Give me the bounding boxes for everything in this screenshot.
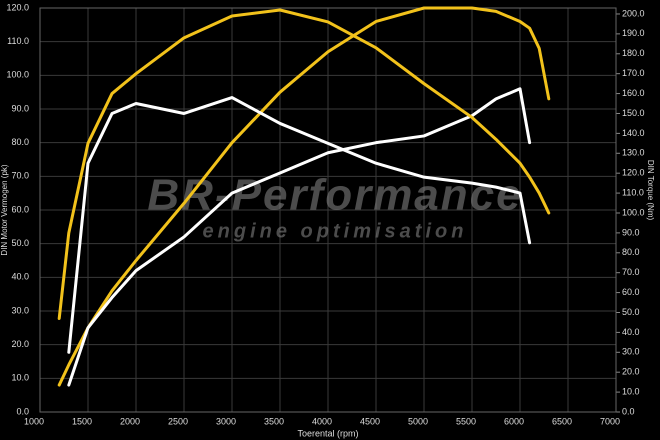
y2-tick-label: 30.0: [622, 347, 640, 357]
y2-tick-label: 70.0: [622, 267, 640, 277]
x-tick-label: 3500: [264, 416, 284, 426]
y2-tick-label: 140.0: [622, 128, 645, 138]
y-tick-label: 60.0: [11, 204, 29, 214]
y-tick-label: 80.0: [11, 137, 29, 147]
y2-tick-label: 110.0: [622, 187, 644, 197]
y-tick-label: 20.0: [11, 339, 29, 349]
y-tick-label: 0.0: [16, 406, 29, 416]
y-tick-label: 120.0: [6, 2, 29, 12]
y2-tick-label: 160.0: [622, 88, 645, 98]
y2-tick-label: 180.0: [622, 48, 645, 58]
y-tick-label: 100.0: [6, 70, 29, 80]
y2-tick-label: 100.0: [622, 207, 645, 217]
watermark-title: BR-Performance: [147, 171, 522, 220]
y2-axis-label: DIN Torque (Nm): [646, 160, 655, 221]
y2-tick-label: 150.0: [622, 108, 645, 118]
series-line: [57, 8, 551, 320]
x-tick-label: 6000: [504, 416, 524, 426]
y-tick-label: 40.0: [11, 272, 29, 282]
y2-tick-label: 90.0: [622, 227, 640, 237]
x-tick-label: 2000: [120, 416, 140, 426]
y2-tick-label: 170.0: [622, 68, 645, 78]
x-tick-label: 4000: [312, 416, 332, 426]
y2-tick-label: 200.0: [622, 8, 645, 18]
y-axis-label: DIN Motor Vermogen (pk): [0, 164, 9, 255]
y2-tick-label: 120.0: [622, 168, 645, 178]
y2-tick-label: 0.0: [622, 406, 635, 416]
x-tick-label: 3000: [216, 416, 236, 426]
x-tick-label: 7000: [600, 416, 620, 426]
y2-tick-label: 20.0: [622, 367, 640, 377]
lines: [57, 6, 551, 387]
x-tick-label: 5500: [456, 416, 476, 426]
y2-tick-label: 60.0: [622, 287, 640, 297]
watermark-subtitle: engine optimisation: [203, 220, 468, 242]
x-tick-label: 6500: [552, 416, 572, 426]
y-tick-label: 10.0: [11, 373, 29, 383]
x-tick-label: 1500: [72, 416, 92, 426]
x-tick-label: 5000: [408, 416, 428, 426]
x-tick-label: 4500: [360, 416, 380, 426]
plot-frame: [39, 7, 617, 413]
series-line: [67, 96, 532, 354]
y2-tick-label: 190.0: [622, 28, 645, 38]
y2-tick-label: 80.0: [622, 247, 640, 257]
y2-tick-label: 10.0: [622, 386, 640, 396]
y2-tick-label: 130.0: [622, 148, 645, 158]
y2-tick-label: 50.0: [622, 307, 640, 317]
y-tick-label: 90.0: [11, 103, 29, 113]
y2-tick-label: 40.0: [622, 327, 640, 337]
y-tick-label: 110.0: [7, 36, 29, 46]
series-line: [67, 87, 532, 387]
y-tick-label: 30.0: [11, 305, 29, 315]
y-tick-label: 50.0: [11, 238, 29, 248]
x-tick-label: 2500: [168, 416, 188, 426]
series-line: [57, 6, 551, 387]
x-axis-label: Toerental (rpm): [297, 428, 358, 438]
x-tick-label: 1000: [24, 416, 44, 426]
y-tick-label: 70.0: [11, 171, 29, 181]
